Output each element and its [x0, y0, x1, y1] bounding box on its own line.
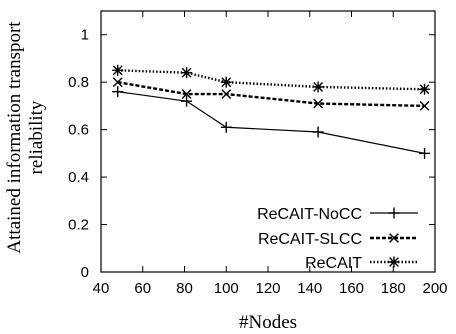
series-recait-slcc	[112, 77, 430, 111]
marker-stroke	[313, 82, 323, 92]
data-point	[419, 147, 431, 159]
x-tick-label: 160	[339, 280, 364, 297]
marker-stroke	[112, 65, 123, 76]
x-tick-label: 180	[381, 280, 406, 297]
marker-stroke	[313, 98, 323, 109]
x-axis-label: #Nodes	[239, 312, 297, 333]
series-line	[117, 69, 425, 91]
y-tick-label: 0	[81, 264, 89, 281]
axes: 40 60 80 100 120 140 160 180 200 0 0.2 0.4 0.6 0.8 1 #N…	[4, 10, 448, 333]
marker-stroke	[221, 89, 232, 99]
data-point	[419, 83, 431, 95]
legend-label: ReCAIT	[305, 255, 362, 272]
data-point	[388, 256, 400, 268]
data-point	[112, 86, 124, 98]
data-point	[312, 81, 324, 93]
marker-stroke	[419, 84, 430, 95]
legend-item: ReCAIT	[305, 255, 418, 272]
data-point	[181, 95, 193, 107]
data-point	[112, 77, 123, 88]
series-layer	[112, 64, 431, 159]
y-tick-label: 0.2	[68, 217, 89, 234]
marker-stroke	[181, 89, 192, 99]
series-line	[117, 80, 425, 108]
marker-stroke	[112, 77, 123, 88]
marker-stroke	[419, 101, 430, 111]
marker-stroke	[389, 233, 399, 243]
y-tick-label: 0.4	[68, 169, 89, 186]
data-point	[181, 67, 193, 79]
x-tick-label: 60	[134, 280, 151, 297]
x-tick-label: 100	[214, 280, 239, 297]
data-point	[220, 76, 232, 88]
legend-label: ReCAIT-SLCC	[258, 231, 362, 248]
data-point	[312, 126, 324, 138]
y-axis-label-line: Attained information transport	[4, 21, 25, 254]
x-tick-label: 80	[176, 280, 193, 297]
x-tick-label: 120	[255, 280, 280, 297]
legend-label: ReCAIT-NoCC	[257, 206, 362, 223]
marker-stroke	[389, 257, 399, 267]
legend-item: ReCAIT-SLCC	[258, 231, 418, 248]
x-tick-label: 140	[297, 280, 322, 297]
data-point	[181, 89, 192, 99]
y-tick-label: 0.6	[68, 122, 89, 139]
marker-stroke	[181, 67, 192, 78]
x-tick-label: 200	[422, 280, 447, 297]
legend: ReCAIT-NoCC ReCAIT-SLCC ReCAIT	[257, 206, 418, 272]
series-recait-nocc	[112, 86, 431, 159]
marker-stroke	[221, 77, 232, 88]
data-point	[389, 233, 399, 243]
data-point	[313, 98, 323, 109]
y-axis-label-line: reliability	[26, 100, 47, 174]
data-point	[388, 207, 400, 219]
legend-item: ReCAIT-NoCC	[257, 206, 418, 223]
series-line	[117, 91, 425, 154]
series-recait	[112, 64, 431, 95]
y-tick-label: 1	[81, 27, 89, 44]
data-point	[419, 101, 430, 111]
data-point	[221, 89, 232, 99]
y-tick-label: 0.8	[68, 74, 89, 91]
data-point	[220, 121, 232, 133]
data-point	[112, 64, 124, 76]
x-tick-label: 40	[93, 280, 110, 297]
